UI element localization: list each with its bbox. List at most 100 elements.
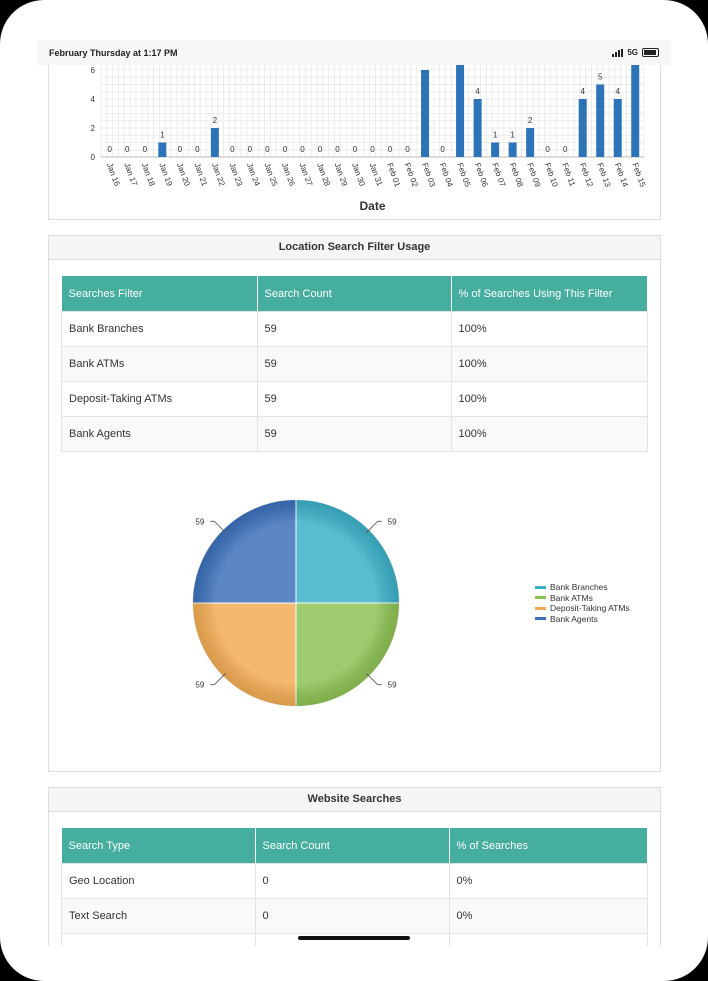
table-cell: 100% — [450, 381, 648, 417]
table-cell: 100% — [450, 311, 648, 347]
x-tick-label: Jan 27 — [298, 162, 315, 188]
table-cell: 0 — [254, 863, 450, 899]
table-cell — [61, 933, 256, 946]
data-label: 0 — [178, 145, 183, 154]
legend-label: Bank Agents — [550, 613, 598, 624]
network-type: 5G — [627, 48, 638, 57]
pie-data-label: 59 — [388, 681, 397, 690]
data-label: 0 — [318, 145, 323, 154]
legend-swatch — [535, 617, 546, 621]
bar — [210, 128, 219, 157]
data-label: 4 — [475, 87, 480, 96]
data-label: 4 — [580, 87, 585, 96]
x-tick-label: Feb 07 — [490, 162, 507, 189]
data-label: 2 — [213, 116, 218, 125]
x-tick-label: Feb 14 — [613, 162, 630, 189]
x-axis-title: Date — [359, 199, 385, 213]
pie-data-label: 59 — [388, 517, 397, 526]
column-header[interactable]: Search Count — [257, 276, 452, 312]
data-label: 0 — [195, 145, 200, 154]
data-label: 0 — [440, 145, 445, 154]
pie-leader-line — [210, 673, 226, 686]
table-cell: 0% — [448, 863, 648, 899]
table-cell: 100% — [450, 346, 648, 382]
website-searches-table: Search Type Search Count % of Searches G… — [61, 828, 648, 946]
x-tick-label: Jan 20 — [175, 162, 192, 188]
data-label: 0 — [108, 145, 113, 154]
pie-legend: Bank Branches Bank ATMs Deposit-Taking A… — [535, 582, 630, 624]
data-label: 0 — [230, 145, 235, 154]
legend-item[interactable]: Bank Agents — [535, 614, 630, 625]
data-label: 0 — [283, 145, 288, 154]
table-header-row: Searches Filter Search Count % of Search… — [61, 276, 648, 312]
data-label: 0 — [353, 145, 358, 154]
table-cell: 100% — [450, 416, 648, 452]
bar — [596, 84, 605, 157]
x-tick-label: Feb 02 — [403, 162, 420, 189]
bar — [631, 55, 640, 157]
x-tick-label: Feb 01 — [385, 162, 402, 189]
table-header-row: Search Type Search Count % of Searches — [61, 828, 648, 864]
bar — [578, 99, 587, 157]
table-cell: Text Search — [61, 898, 256, 934]
bar — [473, 99, 482, 157]
filter-usage-title: Location Search Filter Usage — [49, 236, 660, 260]
y-tick-label: 4 — [91, 95, 96, 104]
legend-swatch — [535, 596, 546, 600]
column-header[interactable]: % of Searches Using This Filter — [451, 276, 648, 312]
x-tick-label: Feb 05 — [455, 162, 472, 189]
filter-usage-table: Searches Filter Search Count % of Search… — [61, 276, 648, 452]
data-label: 0 — [545, 145, 550, 154]
x-tick-label: Jan 25 — [263, 162, 280, 188]
status-time: February Thursday at 1:17 PM — [49, 47, 178, 58]
data-label: 0 — [143, 145, 148, 154]
pie-data-label: 59 — [195, 517, 204, 526]
bar — [456, 55, 465, 157]
table-row: Bank Agents 59 100% — [61, 416, 648, 452]
bar — [613, 99, 622, 157]
table-cell: Bank Agents — [61, 416, 258, 452]
legend-label: Bank Branches — [550, 582, 608, 593]
x-tick-label: Feb 11 — [560, 162, 577, 188]
table-row: Deposit-Taking ATMs 59 100% — [61, 381, 648, 417]
website-searches-title: Website Searches — [49, 788, 660, 812]
column-header[interactable]: Search Type — [61, 828, 256, 864]
report-scroll-area[interactable]: 0 2 4 6 0 Jan 16 0 Jan 17 0 Jan 18 1 Jan 19 0 Jan 20 0… — [37, 40, 671, 946]
table-cell: Deposit-Taking ATMs — [61, 381, 258, 417]
y-tick-label: 2 — [91, 124, 96, 133]
legend-item[interactable]: Bank Branches — [535, 582, 630, 593]
column-header[interactable]: Searches Filter — [61, 276, 258, 312]
x-tick-label: Jan 21 — [192, 162, 209, 188]
pie-leader-line — [366, 673, 382, 686]
data-label: 0 — [335, 145, 340, 154]
x-tick-label: Feb 13 — [595, 162, 612, 189]
pie-shading — [192, 499, 400, 707]
status-bar: February Thursday at 1:17 PM 5G — [37, 40, 671, 65]
x-tick-label: Jan 26 — [280, 162, 297, 188]
table-row: Bank Branches 59 100% — [61, 311, 648, 347]
bar — [508, 142, 517, 157]
legend-label: Bank ATMs — [550, 592, 593, 603]
legend-item[interactable]: Deposit-Taking ATMs — [535, 603, 630, 614]
x-tick-label: Feb 03 — [420, 162, 437, 189]
data-label: 0 — [370, 145, 375, 154]
filter-usage-pie-chart: 59 59 59 59 — [191, 498, 401, 708]
table-row: Bank ATMs 59 100% — [61, 346, 648, 382]
table-cell: 0 — [254, 898, 450, 934]
table-row: Geo Location 0 0% — [61, 863, 648, 899]
data-label: 0 — [265, 145, 270, 154]
x-tick-label: Feb 12 — [578, 162, 595, 189]
legend-label: Deposit-Taking ATMs — [550, 603, 630, 614]
column-header[interactable]: % of Searches — [449, 828, 648, 864]
data-label: 1 — [510, 131, 515, 140]
x-tick-label: Feb 04 — [438, 162, 455, 189]
home-indicator[interactable] — [298, 936, 410, 940]
pie-leader-line — [210, 520, 226, 533]
bar — [158, 142, 167, 157]
table-cell: 59 — [256, 311, 452, 347]
legend-item[interactable]: Bank ATMs — [535, 593, 630, 604]
x-tick-label: Jan 19 — [157, 162, 174, 188]
column-header[interactable]: Search Count — [255, 828, 450, 864]
signal-icon — [612, 48, 624, 57]
